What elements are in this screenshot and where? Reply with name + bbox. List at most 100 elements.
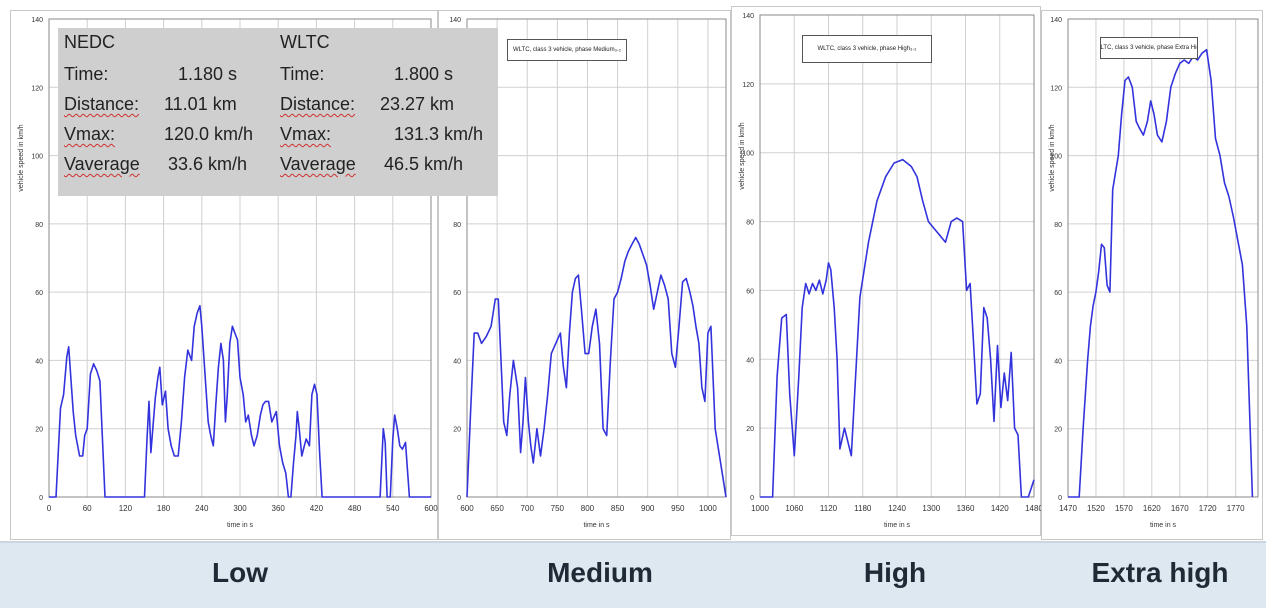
y-tick-label: 40 (1054, 358, 1062, 365)
x-tick-label: 1060 (785, 504, 803, 513)
y-tick-label: 20 (746, 426, 754, 433)
x-tick-label: 1000 (699, 504, 717, 513)
speed-trace-high (760, 158, 1035, 498)
x-tick-label: 120 (119, 504, 133, 513)
nedc-vmax-value: 120.0 km/h (164, 124, 254, 144)
x-tick-label: 0 (47, 504, 52, 513)
phase-label-extra-high: Extra high (1091, 557, 1229, 588)
nedc-title: NEDC (64, 32, 116, 52)
chart-legend-medium: WLTC, class 3 vehicle, phase Medium₃.₂ (507, 39, 627, 61)
y-tick-label: 80 (746, 220, 754, 227)
y-axis-label: vehicle speed in km/h (1049, 124, 1056, 191)
phase-label-high: High (863, 557, 927, 588)
speed-trace-extra-high (1068, 48, 1254, 498)
wltc-vavg-label: Vaverage (280, 154, 356, 174)
chart-legend-high: WLTC, class 3 vehicle, phase High₃.₂ (802, 35, 932, 63)
x-tick-label: 750 (551, 504, 565, 513)
y-tick-label: 0 (1058, 495, 1062, 502)
x-tick-label: 1770 (1227, 504, 1245, 513)
speed-trace-low (49, 304, 431, 498)
x-tick-label: 360 (272, 504, 286, 513)
chart-panel-extra-high: 1470 1520 1570 1620 1670 1720 1770 0 20 40 60 80 100… (1041, 10, 1263, 540)
y-tick-label: 0 (750, 495, 754, 502)
y-tick-label: 60 (453, 290, 461, 297)
x-tick-label: 1240 (888, 504, 906, 513)
y-axis-label: vehicle speed in km/h (18, 124, 25, 191)
y-tick-label: 0 (457, 495, 461, 502)
x-axis-label: time in s (1150, 522, 1177, 529)
wltc-vmax-label: Vmax: (280, 124, 332, 144)
x-tick-label: 600 (460, 504, 474, 513)
x-tick-label: 1480 (1025, 504, 1042, 513)
cycle-info-box: NEDC Time: 1.180 s Distance: 11.01 km Vm… (58, 28, 498, 196)
x-tick-label: 650 (490, 504, 504, 513)
y-tick-label: 100 (742, 151, 754, 158)
x-axis-label: time in s (583, 522, 610, 529)
y-axis-label: vehicle speed in km/h (739, 122, 746, 189)
y-tick-label: 140 (742, 13, 754, 20)
x-tick-label: 1520 (1087, 504, 1105, 513)
wltc-vmax-value: 131.3 km/h (394, 124, 484, 144)
x-tick-label: 600 (424, 504, 438, 513)
x-tick-label: 420 (310, 504, 324, 513)
x-tick-label: 850 (611, 504, 625, 513)
x-tick-label: 700 (521, 504, 535, 513)
x-tick-label: 240 (195, 504, 209, 513)
nedc-distance-value: 11.01 km (164, 94, 237, 114)
y-tick-label: 60 (1054, 290, 1062, 297)
x-tick-label: 1620 (1143, 504, 1161, 513)
wltc-time-label: Time: (280, 64, 325, 84)
x-tick-label: 1570 (1115, 504, 1133, 513)
x-tick-label: 180 (157, 504, 171, 513)
x-tick-label: 1720 (1199, 504, 1217, 513)
y-tick-label: 0 (39, 495, 43, 502)
x-tick-label: 1360 (957, 504, 975, 513)
y-tick-label: 20 (35, 427, 43, 434)
x-axis-label: time in s (884, 522, 911, 529)
nedc-time-value: 1.180 s (178, 64, 238, 84)
wltc-distance-value: 23.27 km (380, 94, 455, 114)
wltc-title: WLTC (280, 32, 330, 52)
x-tick-label: 900 (641, 504, 655, 513)
wltc-time-value: 1.800 s (394, 64, 454, 84)
x-tick-label: 800 (581, 504, 595, 513)
x-tick-label: 950 (671, 504, 685, 513)
plot-frame (48, 18, 432, 498)
plot-frame (466, 18, 727, 498)
plot-frame (1067, 18, 1259, 498)
y-tick-label: 80 (35, 222, 43, 229)
y-tick-label: 40 (35, 358, 43, 365)
y-tick-label: 120 (1050, 85, 1062, 92)
x-tick-label: 1180 (854, 504, 872, 513)
y-tick-label: 100 (1050, 154, 1062, 161)
y-tick-label: 100 (31, 154, 43, 161)
x-tick-label: 480 (348, 504, 362, 513)
y-tick-label: 120 (742, 82, 754, 89)
y-tick-label: 80 (453, 222, 461, 229)
x-tick-label: 1120 (820, 504, 838, 513)
plot-frame (759, 14, 1035, 498)
y-tick-label: 140 (449, 17, 461, 24)
nedc-time-label: Time: (64, 64, 109, 84)
x-tick-label: 60 (83, 504, 92, 513)
y-tick-label: 140 (31, 17, 43, 24)
y-tick-label: 20 (1054, 427, 1062, 434)
y-tick-label: 40 (746, 357, 754, 364)
phase-label-low: Low (212, 557, 268, 588)
chart-panel-high: 1000 1060 1120 1180 1240 1300 1360 1420 1480 0 20 4… (731, 6, 1042, 536)
chart-svg-high: 1000 1060 1120 1180 1240 1300 1360 1420 1480 0 20 4… (739, 13, 1042, 529)
phase-label-medium: Medium (547, 557, 653, 588)
x-tick-label: 1470 (1059, 504, 1077, 513)
x-tick-label: 540 (386, 504, 400, 513)
x-axis-label: time in s (227, 522, 254, 529)
y-tick-label: 20 (453, 427, 461, 434)
x-tick-label: 1000 (751, 504, 769, 513)
y-tick-label: 140 (1050, 17, 1062, 24)
x-tick-label: 1420 (991, 504, 1009, 513)
y-tick-label: 80 (1054, 222, 1062, 229)
x-tick-label: 300 (233, 504, 247, 513)
chart-legend-extra-high: WLTC, class 3 vehicle, phase Extra High (1100, 37, 1198, 59)
y-tick-label: 60 (746, 288, 754, 295)
chart-svg-extra-high: 1470 1520 1570 1620 1670 1720 1770 0 20 40 60 80 100… (1049, 17, 1259, 529)
nedc-distance-label: Distance: (64, 94, 140, 114)
